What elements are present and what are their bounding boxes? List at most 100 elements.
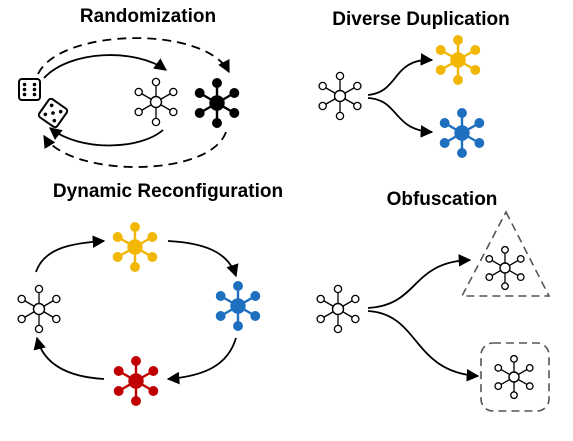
network-leaf-node — [353, 101, 362, 111]
network-leaf-node — [169, 107, 178, 117]
diverse-duplication-panel — [318, 35, 485, 158]
network-leaf-node — [34, 284, 44, 294]
outline-network-icon — [318, 71, 362, 121]
network-leaf-node — [130, 222, 140, 232]
network-leaf-node — [470, 45, 481, 55]
network-hub-node — [230, 298, 246, 314]
dashed-arrow-dice-to-black — [37, 37, 230, 75]
network-leaf-node — [474, 118, 485, 128]
arrow-to-blue — [367, 97, 434, 138]
title-randomization: Randomization — [80, 6, 216, 27]
network-hub-node — [127, 239, 143, 255]
network-leaf-node — [250, 311, 261, 321]
network-leaf-node — [453, 75, 463, 85]
network-leaf-node — [485, 273, 494, 282]
network-leaf-node — [333, 324, 343, 334]
arrow-to-yellow — [367, 53, 434, 96]
network-leaf-node — [494, 363, 503, 372]
outline-network-icon — [494, 354, 534, 400]
network-leaf-node — [525, 382, 534, 391]
network-hub-node — [128, 373, 144, 389]
network-leaf-node — [439, 118, 450, 128]
obfuscation-panel — [316, 210, 551, 412]
network-leaf-node — [351, 314, 360, 324]
network-leaf-node — [435, 65, 446, 75]
network-leaf-node — [233, 281, 243, 291]
network-leaf-node — [134, 107, 143, 117]
outline-network-icon — [17, 284, 61, 334]
randomization-panel — [18, 37, 240, 168]
network-leaf-node — [52, 294, 61, 304]
network-leaf-node — [131, 396, 141, 406]
network-leaf-node — [510, 354, 518, 363]
network-leaf-node — [233, 321, 243, 331]
network-leaf-node — [316, 314, 325, 324]
network-leaf-node — [333, 284, 343, 294]
network-leaf-node — [229, 88, 240, 98]
network-leaf-node — [215, 291, 226, 301]
network-leaf-node — [112, 252, 123, 262]
network-leaf-node — [52, 314, 61, 324]
network-leaf-node — [147, 252, 158, 262]
network-leaf-node — [457, 108, 467, 118]
network-leaf-node — [516, 273, 525, 282]
network-leaf-node — [250, 291, 261, 301]
network-leaf-node — [525, 363, 534, 372]
title-diverse-duplication: Diverse Duplication — [332, 9, 509, 30]
network-leaf-node — [501, 282, 509, 291]
network-leaf-node — [34, 324, 44, 334]
network-leaf-node — [474, 138, 485, 148]
network-leaf-node — [148, 386, 159, 396]
network-leaf-node — [318, 81, 327, 91]
network-leaf-node — [353, 81, 362, 91]
network-leaf-node — [194, 88, 205, 98]
blue-network-icon — [439, 108, 485, 158]
network-leaf-node — [112, 232, 123, 242]
network-hub-node — [209, 95, 225, 111]
network-leaf-node — [148, 366, 159, 376]
network-leaf-node — [151, 77, 161, 87]
network-leaf-node — [131, 356, 141, 366]
network-leaf-node — [516, 254, 525, 263]
network-leaf-node — [194, 108, 205, 118]
network-hub-node — [331, 302, 345, 316]
black-network-icon — [194, 78, 240, 128]
network-leaf-node — [212, 78, 222, 88]
network-leaf-node — [335, 111, 345, 121]
yellow-network-icon — [112, 222, 158, 272]
network-leaf-node — [147, 232, 158, 242]
title-obfuscation: Obfuscation — [387, 189, 498, 210]
red-network-icon — [113, 356, 159, 406]
title-dynamic-reconfiguration: Dynamic Reconfiguration — [53, 181, 283, 202]
network-leaf-node — [113, 366, 124, 376]
arrow-red-to-outline — [33, 336, 105, 380]
blue-network-icon — [215, 281, 261, 331]
network-hub-node — [32, 302, 46, 316]
network-leaf-node — [453, 35, 463, 45]
dynamic-reconfiguration-panel — [17, 222, 261, 406]
outline-network-icon — [316, 284, 360, 334]
yellow-network-icon — [435, 35, 481, 85]
network-leaf-node — [151, 117, 161, 127]
network-leaf-node — [316, 294, 325, 304]
outline-network-icon — [134, 77, 178, 127]
outline-network-icon — [485, 245, 525, 291]
dashed-arrow-black-to-dice — [43, 131, 227, 168]
network-leaf-node — [130, 262, 140, 272]
arrow-yellow-to-blue — [167, 240, 239, 278]
arrow-dice-to-outline — [43, 54, 168, 79]
network-leaf-node — [17, 314, 26, 324]
network-leaf-node — [134, 87, 143, 97]
network-hub-node — [499, 262, 511, 274]
network-leaf-node — [439, 138, 450, 148]
network-leaf-node — [485, 254, 494, 263]
network-hub-node — [454, 125, 470, 141]
network-leaf-node — [351, 294, 360, 304]
network-leaf-node — [169, 87, 178, 97]
network-leaf-node — [457, 148, 467, 158]
arrow-to-box — [367, 310, 480, 382]
network-hub-node — [508, 371, 520, 383]
arrow-outline-to-dice — [49, 127, 164, 147]
network-leaf-node — [318, 101, 327, 111]
